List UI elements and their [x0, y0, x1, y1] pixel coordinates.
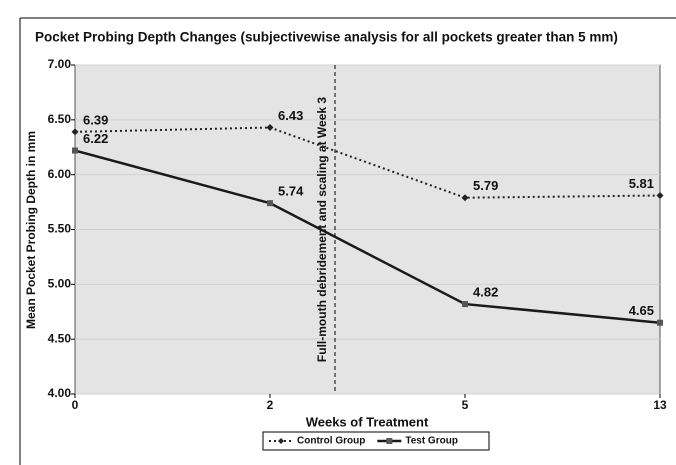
data-label: 4.65: [629, 303, 654, 318]
y-tick-label: 6.00: [48, 167, 72, 181]
x-tick-label: 13: [653, 398, 667, 412]
marker: [267, 200, 273, 207]
legend-label: Test Group: [405, 436, 458, 447]
marker: [72, 147, 78, 154]
data-label: 6.22: [83, 131, 108, 146]
y-tick-label: 6.50: [48, 112, 72, 126]
y-tick-label: 4.00: [48, 386, 72, 400]
x-tick-label: 0: [72, 398, 79, 412]
marker: [657, 319, 663, 326]
marker: [462, 301, 468, 308]
x-tick-label: 2: [267, 398, 274, 412]
legend-marker: [386, 438, 393, 444]
data-label: 6.43: [278, 108, 303, 123]
y-axis-label: Mean Pocket Probing Depth in mm: [24, 131, 38, 329]
data-label: 6.39: [83, 112, 108, 127]
chart-title: Pocket Probing Depth Changes (subjective…: [35, 30, 618, 45]
marker: [266, 124, 274, 132]
data-label: 4.82: [473, 285, 498, 300]
data-label: 5.79: [473, 178, 498, 193]
x-tick-label: 5: [462, 398, 469, 412]
legend-marker: [278, 438, 284, 444]
marker: [71, 128, 79, 136]
y-tick-label: 7.00: [48, 57, 72, 71]
y-tick-label: 5.50: [48, 222, 72, 236]
y-tick-label: 5.00: [48, 277, 72, 291]
series-line: [74, 149, 661, 324]
data-label: 5.81: [629, 176, 654, 191]
marker: [461, 194, 469, 202]
data-label: 5.74: [278, 184, 304, 199]
x-axis-label: Weeks of Treatment: [306, 414, 429, 429]
marker: [656, 192, 664, 200]
y-tick-label: 4.50: [48, 331, 72, 345]
legend-box: [262, 431, 490, 451]
legend-label: Control Group: [297, 436, 365, 447]
